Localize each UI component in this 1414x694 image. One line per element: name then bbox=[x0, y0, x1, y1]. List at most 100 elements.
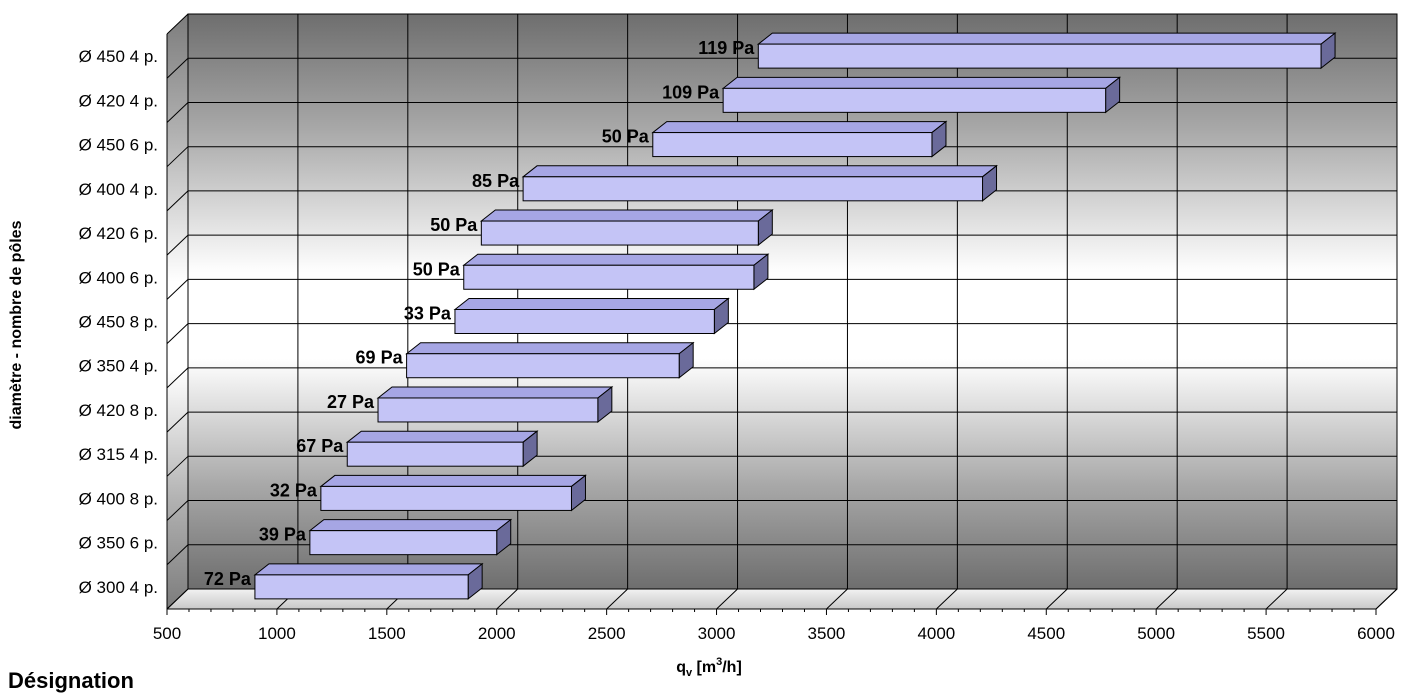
side-gridline bbox=[166, 588, 189, 610]
bar-front-face bbox=[480, 220, 759, 246]
x-tick-label: 2000 bbox=[478, 624, 516, 643]
x-tick-label: 1500 bbox=[368, 624, 406, 643]
bar-top-face bbox=[479, 209, 774, 222]
bar bbox=[756, 32, 1337, 70]
category-label: Ø 300 4 p. bbox=[79, 578, 158, 597]
category-label: Ø 450 4 p. bbox=[79, 47, 158, 66]
category-label: Ø 315 4 p. bbox=[79, 445, 158, 464]
side-gridline bbox=[166, 544, 189, 566]
bar-data-label: 109 Pa bbox=[662, 82, 720, 102]
side-gridline bbox=[166, 234, 189, 256]
floor-gridline bbox=[936, 588, 958, 610]
bar bbox=[453, 297, 730, 335]
side-gridline bbox=[166, 500, 189, 521]
bar-top-face bbox=[453, 298, 730, 310]
bar bbox=[376, 385, 614, 423]
bar-front-face bbox=[454, 309, 715, 334]
bar-front-face bbox=[309, 530, 498, 556]
x-axis-title: qv [m3/h] bbox=[676, 656, 742, 679]
bar-top-face bbox=[319, 474, 587, 487]
side-gridline bbox=[166, 279, 189, 300]
side-gridline bbox=[166, 13, 189, 35]
bar-labels: 119 Pa 109 Pa 50 Pa 85 Pa 50 Pa 50 Pa 33 Pa 69 … bbox=[204, 38, 755, 589]
bar-top-face bbox=[756, 32, 1337, 45]
bar-data-label: 50 Pa bbox=[602, 127, 650, 147]
bar-top-face bbox=[253, 563, 484, 576]
bars bbox=[253, 32, 1337, 600]
x-tick-label: 4000 bbox=[917, 624, 955, 643]
bar-top-face bbox=[651, 121, 948, 134]
bar-front-face bbox=[463, 264, 755, 290]
bar bbox=[405, 341, 695, 379]
bar-top-face bbox=[405, 342, 695, 355]
caption: Désignation bbox=[8, 668, 134, 693]
bar-front-face bbox=[377, 397, 599, 423]
x-tick-label: 4500 bbox=[1027, 624, 1065, 643]
bar-front-face bbox=[652, 132, 933, 158]
category-label: Ø 400 6 p. bbox=[79, 268, 158, 287]
x-tick-label: 3500 bbox=[808, 624, 846, 643]
bar-top-face bbox=[462, 253, 770, 266]
bar-top-face bbox=[521, 165, 998, 178]
bar-front-face bbox=[406, 353, 680, 379]
bar-data-label: 50 Pa bbox=[413, 259, 461, 279]
bar-top-face bbox=[721, 76, 1122, 89]
category-label: Ø 400 8 p. bbox=[79, 489, 158, 508]
bar bbox=[521, 164, 998, 202]
category-label: Ø 450 6 p. bbox=[79, 136, 158, 155]
x-tick-label: 2500 bbox=[588, 624, 626, 643]
x-tick-label: 5000 bbox=[1137, 624, 1175, 643]
bar bbox=[462, 253, 770, 291]
floor-gridline bbox=[496, 588, 519, 610]
axes: 500 1000 1500 2000 2500 3000 3500 4000 4500 5000 5… bbox=[79, 34, 1398, 643]
bar-data-label: 69 Pa bbox=[356, 348, 404, 368]
side-gridline bbox=[166, 190, 189, 212]
side-gridline bbox=[166, 455, 189, 477]
bar bbox=[308, 518, 513, 556]
bar-top-face bbox=[308, 519, 513, 532]
floor-gridline bbox=[826, 588, 848, 610]
bar bbox=[651, 120, 948, 158]
bar bbox=[479, 209, 774, 247]
bar bbox=[345, 430, 539, 468]
x-axis-edge bbox=[1375, 588, 1398, 610]
x-tick-label: 5500 bbox=[1247, 624, 1285, 643]
side-gridline bbox=[166, 411, 189, 433]
bar-top-face bbox=[345, 430, 539, 443]
category-label: Ø 350 6 p. bbox=[79, 534, 158, 553]
bar-data-label: 67 Pa bbox=[296, 436, 344, 456]
bar-front-face bbox=[346, 441, 524, 467]
bar bbox=[319, 474, 587, 512]
bar bbox=[721, 76, 1122, 114]
bar-data-label: 27 Pa bbox=[327, 392, 375, 412]
floor-gridline bbox=[1155, 588, 1178, 610]
bar-top-face bbox=[376, 386, 614, 399]
bar-front-face bbox=[757, 43, 1322, 69]
floor-gridline bbox=[716, 588, 738, 610]
x-tick-label: 1000 bbox=[258, 624, 296, 643]
bar-data-label: 33 Pa bbox=[404, 304, 452, 324]
bar-data-label: 85 Pa bbox=[472, 171, 520, 191]
bar-front-face bbox=[254, 574, 469, 600]
x-tick-label: 3000 bbox=[698, 624, 736, 643]
plot-border bbox=[187, 13, 1398, 590]
bar-data-label: 72 Pa bbox=[204, 569, 252, 589]
bar-front-face bbox=[522, 176, 984, 202]
side-gridline bbox=[166, 57, 189, 79]
floor-gridline bbox=[606, 588, 628, 610]
x-tick-label: 500 bbox=[153, 624, 181, 643]
category-label: Ø 420 6 p. bbox=[79, 224, 158, 243]
bar-front-face bbox=[320, 485, 572, 511]
side-gridline bbox=[166, 146, 189, 168]
bar-data-label: 119 Pa bbox=[698, 38, 755, 58]
bar bbox=[253, 562, 484, 600]
category-label: Ø 420 4 p. bbox=[79, 91, 158, 110]
bar-data-label: 50 Pa bbox=[430, 215, 478, 235]
side-wall bbox=[167, 14, 188, 609]
y-axis-title: diamètre - nombre de pôles bbox=[8, 220, 25, 429]
side-gridline bbox=[166, 102, 189, 123]
category-label: Ø 400 4 p. bbox=[79, 180, 158, 199]
floor-gridline bbox=[1045, 588, 1068, 610]
side-gridline bbox=[166, 367, 189, 389]
